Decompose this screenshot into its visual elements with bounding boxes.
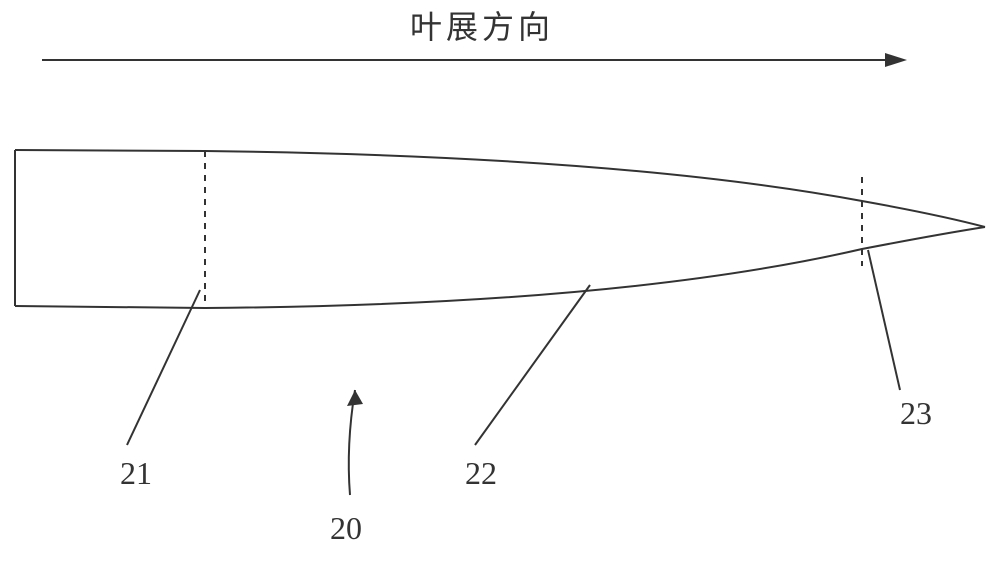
leader-line-root — [127, 290, 200, 445]
blade-outline — [15, 150, 985, 308]
direction-arrow — [42, 53, 907, 67]
diagram-container: 叶展方向 21 22 23 20 — [0, 0, 1000, 584]
label-assembly: 20 — [330, 510, 362, 547]
diagram-svg — [0, 0, 1000, 584]
label-root: 21 — [120, 455, 152, 492]
label-tip: 23 — [900, 395, 932, 432]
leader-line-tip — [868, 250, 900, 390]
leader-line-body — [475, 285, 590, 445]
assembly-arrow — [347, 390, 363, 495]
label-body: 22 — [465, 455, 497, 492]
